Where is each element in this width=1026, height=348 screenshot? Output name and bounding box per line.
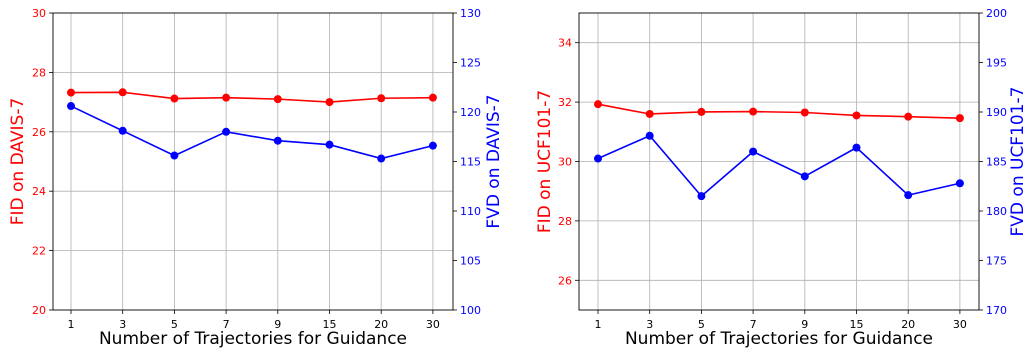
y-tick-label-right: 200 xyxy=(986,7,1007,20)
series-group xyxy=(594,100,964,201)
fid-data-point xyxy=(594,100,602,109)
y-tick-label-right: 180 xyxy=(986,205,1007,218)
y-tick-label-left: 28 xyxy=(32,66,46,79)
fid-data-point xyxy=(645,109,654,118)
fvd-data-point xyxy=(67,102,75,111)
fvd-data-point xyxy=(428,141,437,150)
fid-data-point xyxy=(118,88,127,97)
fid-data-point xyxy=(428,93,437,102)
fid-series-line xyxy=(70,91,433,103)
y-tick-label-left: 22 xyxy=(32,245,46,258)
y-tick-label-left: 20 xyxy=(32,304,46,317)
x-tick-label: 7 xyxy=(750,318,757,331)
fvd-data-point xyxy=(222,127,231,136)
x-tick-label: 30 xyxy=(426,318,440,331)
y-tick-label-right: 120 xyxy=(460,106,481,119)
y-tick-label-left: 26 xyxy=(32,126,46,139)
fid-data-point xyxy=(904,112,913,121)
panel-davis: 20 22 24 26 28 30 100 105 110 115 120 125 130 1 3 5 7 9… xyxy=(8,7,504,348)
y-axis-right-label: FVD on UCF101-7 xyxy=(1008,87,1026,237)
x-tick-label: 7 xyxy=(223,318,230,331)
x-tick-label: 20 xyxy=(374,318,388,331)
gridlines xyxy=(579,13,979,310)
series-group xyxy=(67,88,437,163)
fvd-data-point xyxy=(800,172,809,181)
fid-data-point xyxy=(852,111,861,120)
x-tick-label: 30 xyxy=(953,318,967,331)
fid-data-point xyxy=(273,95,282,104)
y-axis-right-label: FVD on DAVIS-7 xyxy=(484,94,504,228)
y-tick-label-right: 170 xyxy=(986,304,1007,317)
x-tick-label: 9 xyxy=(801,318,808,331)
y-tick-label-right: 115 xyxy=(460,156,481,169)
x-axis-label: Number of Trajectories for Guidance xyxy=(625,329,933,348)
y-tick-label-left: 30 xyxy=(32,7,46,20)
x-tick-label: 3 xyxy=(646,318,653,331)
y-tick-label-right: 125 xyxy=(460,57,481,70)
y-axis-left-ticks: 20 22 24 26 28 30 xyxy=(32,7,53,317)
y-tick-label-right: 130 xyxy=(460,7,481,20)
x-tick-label: 1 xyxy=(595,318,602,331)
x-tick-label: 20 xyxy=(901,318,915,331)
y-tick-label-left: 30 xyxy=(558,156,572,169)
x-axis-ticks: 1 3 5 7 9 15 20 30 xyxy=(595,310,967,331)
y-tick-label-right: 105 xyxy=(460,255,481,268)
y-tick-label-left: 24 xyxy=(32,185,46,198)
fid-data-point xyxy=(67,88,75,97)
fvd-data-point xyxy=(955,179,964,188)
plot-frame xyxy=(52,12,454,311)
fvd-series-line xyxy=(70,105,434,160)
x-tick-label: 9 xyxy=(274,318,281,331)
fvd-data-point xyxy=(273,136,282,145)
fid-data-point xyxy=(955,114,964,123)
y-tick-label-left: 26 xyxy=(558,274,572,287)
y-axis-left-ticks: 26 28 30 32 34 xyxy=(558,37,579,287)
x-tick-label: 15 xyxy=(323,318,337,331)
x-tick-label: 1 xyxy=(68,318,75,331)
x-tick-label: 15 xyxy=(850,318,864,331)
fvd-data-point xyxy=(749,147,758,156)
y-axis-left-label: FID on UCF101-7 xyxy=(535,90,555,233)
y-tick-label-left: 28 xyxy=(558,215,572,228)
y-axis-right-ticks: 100 105 110 115 120 125 130 xyxy=(453,7,481,317)
fvd-series-line xyxy=(597,134,961,198)
x-tick-label: 5 xyxy=(698,318,705,331)
fvd-data-point xyxy=(325,140,334,149)
fvd-data-point xyxy=(594,154,602,163)
y-tick-label-right: 195 xyxy=(986,57,1007,70)
y-tick-label-right: 190 xyxy=(986,106,1007,119)
gridlines xyxy=(53,13,453,310)
fvd-data-point xyxy=(645,131,654,140)
fvd-data-point xyxy=(697,192,706,201)
x-axis-label: Number of Trajectories for Guidance xyxy=(99,329,407,348)
panel-ucf101: 26 28 30 32 34 170 175 180 185 190 195 200 1 3 5 7 9 15… xyxy=(535,7,1026,348)
fid-data-point xyxy=(800,108,809,117)
fvd-data-point xyxy=(377,154,386,163)
fvd-data-point xyxy=(118,126,127,135)
y-tick-label-left: 32 xyxy=(558,96,572,109)
fid-data-point xyxy=(377,94,386,103)
y-axis-left-label: FID on DAVIS-7 xyxy=(8,98,28,226)
fid-data-point xyxy=(697,107,706,116)
fvd-data-point xyxy=(852,143,861,152)
y-tick-label-right: 185 xyxy=(986,156,1007,169)
y-tick-label-right: 175 xyxy=(986,255,1007,268)
x-tick-label: 5 xyxy=(171,318,178,331)
y-tick-label-right: 110 xyxy=(460,205,481,218)
y-tick-label-left: 34 xyxy=(558,37,572,50)
fvd-data-point xyxy=(170,151,179,160)
fid-data-point xyxy=(170,94,179,103)
fid-series-line xyxy=(597,103,960,119)
fid-data-point xyxy=(749,107,758,116)
y-axis-right-ticks: 170 175 180 185 190 195 200 xyxy=(979,7,1007,317)
y-tick-label-right: 100 xyxy=(460,304,481,317)
fvd-data-point xyxy=(904,191,913,200)
fid-data-point xyxy=(222,93,231,102)
x-axis-ticks: 1 3 5 7 9 15 20 30 xyxy=(68,310,440,331)
x-tick-label: 3 xyxy=(119,318,126,331)
fid-data-point xyxy=(325,98,334,107)
